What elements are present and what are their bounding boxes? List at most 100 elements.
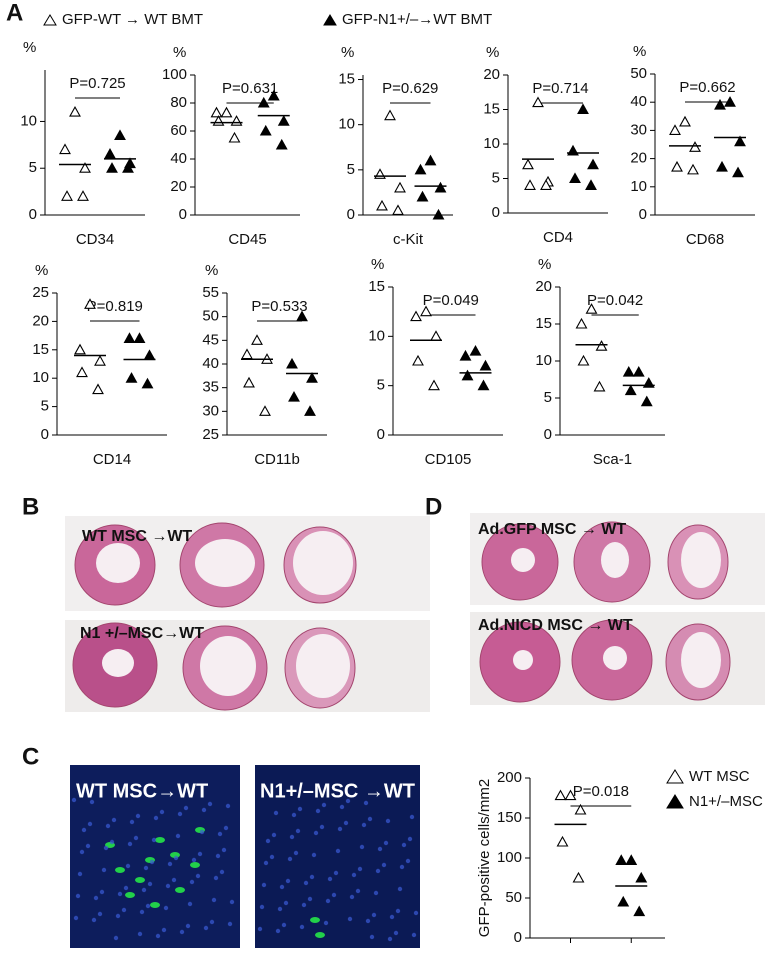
- legend-marker: [43, 14, 57, 26]
- nucleus: [109, 839, 115, 845]
- data-point: [384, 109, 396, 121]
- y-axis-label: %: [486, 44, 499, 61]
- data-point: [141, 377, 154, 389]
- image-label: Ad.GFP MSC → WT: [478, 521, 626, 538]
- y-tick-label: 0: [29, 206, 37, 223]
- data-point: [714, 98, 726, 110]
- nucleus: [135, 813, 141, 819]
- nucleus: [273, 810, 279, 816]
- y-axis-label: %: [341, 44, 354, 61]
- lumen: [681, 632, 721, 688]
- nucleus: [201, 807, 207, 813]
- y-tick-label: 80: [170, 94, 187, 111]
- data-point: [210, 106, 223, 118]
- nucleus: [295, 828, 301, 834]
- nucleus: [211, 897, 217, 903]
- y-tick-label: 45: [202, 331, 219, 348]
- data-point: [671, 160, 683, 172]
- nucleus: [71, 797, 77, 803]
- nucleus: [189, 879, 195, 885]
- nucleus: [407, 836, 413, 842]
- nucleus: [111, 817, 117, 823]
- nucleus: [121, 907, 127, 913]
- nucleus: [357, 866, 363, 872]
- y-tick-label: 10: [630, 178, 647, 195]
- nucleus: [187, 901, 193, 907]
- nucleus: [371, 912, 377, 918]
- lumen: [102, 649, 134, 677]
- data-point: [59, 143, 71, 155]
- gfp-cell: [175, 887, 185, 893]
- nucleus: [129, 819, 135, 825]
- data-point: [267, 89, 280, 101]
- data-point: [432, 208, 445, 220]
- data-point: [288, 391, 300, 402]
- nucleus: [163, 905, 169, 911]
- nucleus: [387, 936, 393, 942]
- legend-label: GFP-WT → WT BMT: [62, 11, 203, 28]
- data-point: [479, 359, 492, 371]
- data-point: [275, 138, 288, 150]
- data-point: [92, 383, 104, 395]
- y-tick-label: 10: [20, 112, 37, 129]
- lumen: [603, 646, 627, 670]
- nucleus: [265, 838, 271, 844]
- y-tick-label: 55: [202, 284, 219, 301]
- nucleus: [213, 875, 219, 881]
- nucleus: [133, 835, 139, 841]
- data-point: [259, 124, 272, 136]
- data-point: [564, 789, 577, 801]
- annotation: P=0.819: [87, 298, 143, 315]
- y-tick-label: 20: [170, 178, 187, 195]
- gfp-cell: [155, 837, 165, 843]
- y-tick-label: 0: [179, 206, 187, 223]
- data-point: [286, 357, 298, 369]
- annotation: P=0.049: [423, 292, 479, 309]
- nucleus: [283, 900, 289, 906]
- y-tick-label: 20: [483, 66, 500, 83]
- nucleus: [89, 799, 95, 805]
- nucleus: [327, 876, 333, 882]
- data-point: [428, 379, 440, 391]
- nucleus: [257, 926, 263, 932]
- nucleus: [337, 826, 343, 832]
- nucleus: [177, 811, 183, 817]
- nucleus: [397, 886, 403, 892]
- data-point: [522, 158, 534, 170]
- image-label: Ad.NICD MSC → WT: [478, 617, 633, 634]
- nucleus: [77, 871, 83, 877]
- y-tick-label: 0: [492, 204, 500, 221]
- nucleus: [277, 906, 283, 912]
- data-point: [420, 305, 432, 317]
- nucleus: [307, 896, 313, 902]
- nucleus: [173, 855, 179, 861]
- data-point: [296, 310, 308, 322]
- nucleus: [259, 904, 265, 910]
- data-point: [228, 131, 241, 143]
- nucleus: [99, 889, 105, 895]
- nucleus: [275, 928, 281, 934]
- nucleus: [219, 869, 225, 875]
- nucleus: [203, 925, 209, 931]
- data-point: [277, 115, 290, 126]
- y-tick-label: 200: [497, 769, 522, 786]
- nucleus: [331, 892, 337, 898]
- data-point: [587, 158, 599, 170]
- legend-marker: [666, 794, 684, 809]
- data-point: [123, 332, 136, 343]
- data-point: [540, 179, 552, 190]
- x-axis-label: CD4: [543, 229, 573, 246]
- annotation: P=0.714: [532, 80, 588, 97]
- data-point: [122, 162, 134, 173]
- data-point: [574, 803, 587, 815]
- nucleus: [73, 915, 79, 921]
- y-tick-label: 0: [544, 426, 552, 443]
- data-point: [625, 854, 638, 865]
- nucleus: [159, 809, 165, 815]
- gfp-cell: [115, 867, 125, 873]
- nucleus: [401, 842, 407, 848]
- data-point: [104, 148, 116, 159]
- nucleus: [113, 935, 119, 941]
- data-point: [304, 405, 316, 416]
- data-point: [84, 298, 96, 309]
